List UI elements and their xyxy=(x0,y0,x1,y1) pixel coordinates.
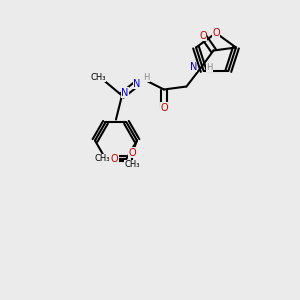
Text: O: O xyxy=(199,31,207,40)
Text: H: H xyxy=(206,62,212,71)
Text: CH₃: CH₃ xyxy=(125,160,140,169)
Text: O: O xyxy=(212,28,220,38)
Text: H: H xyxy=(143,73,149,82)
Text: N: N xyxy=(190,62,197,72)
Text: CH₃: CH₃ xyxy=(90,73,106,82)
Text: O: O xyxy=(160,103,168,112)
Text: CH₃: CH₃ xyxy=(95,154,110,163)
Text: N: N xyxy=(133,79,141,88)
Text: O: O xyxy=(111,154,118,164)
Text: N: N xyxy=(121,88,129,98)
Text: O: O xyxy=(129,148,136,158)
